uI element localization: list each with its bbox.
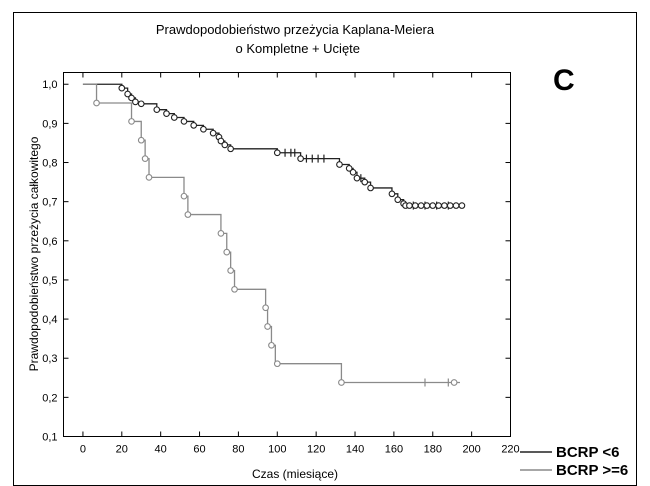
y-tick-label: 0,6 (42, 236, 57, 248)
x-tick-label: 100 (268, 444, 286, 456)
event-marker (417, 202, 425, 209)
event-marker (361, 178, 369, 186)
chart-title: Prawdopodobieństwo przeżycia Kaplana-Mei… (156, 22, 435, 37)
event-marker (93, 99, 100, 107)
event-marker (264, 323, 271, 330)
event-marker (450, 379, 458, 386)
event-marker (388, 190, 396, 198)
y-tick-label: 0,8 (42, 158, 57, 170)
event-marker (209, 129, 217, 137)
event-marker (217, 137, 225, 145)
event-marker (217, 230, 225, 237)
event-marker (231, 285, 238, 293)
event-marker (273, 360, 281, 368)
series-layer (82, 83, 466, 387)
event-marker (227, 267, 234, 274)
event-marker (349, 168, 357, 176)
series-2 (82, 83, 460, 387)
y-tick-label: 0,3 (42, 353, 57, 365)
event-marker (137, 136, 145, 144)
legend-censored-label: + Ucięte (312, 41, 360, 56)
legend-label: BCRP <6 (556, 444, 620, 461)
x-tick-label: 40 (155, 444, 167, 456)
event-marker (141, 155, 149, 162)
event-marker (273, 149, 281, 157)
x-tick-label: 160 (385, 444, 403, 456)
x-axis-ticks: 0 20 40 60 80 100 120 140 160 180 200 220 (80, 72, 520, 456)
x-tick-label: 120 (307, 444, 325, 456)
figure-border (13, 12, 637, 486)
legend-label: BCRP >=6 (556, 462, 628, 479)
event-marker (221, 141, 229, 149)
event-marker (423, 202, 431, 209)
event-marker (163, 110, 170, 117)
series-1 (82, 83, 466, 210)
event-marker (367, 184, 374, 192)
event-marker (180, 118, 188, 125)
event-marker (268, 341, 275, 349)
event-marker (223, 248, 231, 256)
event-marker (190, 121, 198, 129)
x-tick-label: 60 (193, 444, 205, 456)
event-marker (118, 84, 126, 92)
y-tick-label: 0,7 (42, 197, 57, 209)
plot-frame (63, 72, 511, 437)
event-marker (180, 192, 188, 200)
x-tick-label: 140 (346, 444, 364, 456)
x-tick-label: 220 (501, 444, 519, 456)
event-marker (297, 155, 304, 162)
event-marker (137, 100, 145, 108)
event-marker (184, 211, 192, 218)
x-tick-label: 80 (232, 444, 244, 456)
panel-letter: C (553, 64, 575, 97)
event-marker (336, 161, 343, 168)
event-marker (452, 202, 460, 209)
event-marker (429, 202, 437, 209)
y-tick-label: 0,2 (42, 392, 57, 404)
event-marker (200, 125, 207, 133)
event-marker (411, 202, 419, 209)
y-tick-label: 0,5 (42, 275, 57, 287)
x-tick-label: 200 (462, 444, 480, 456)
event-marker (441, 202, 448, 209)
event-marker (132, 98, 139, 106)
event-marker (128, 118, 135, 125)
event-marker (145, 174, 153, 181)
event-marker (406, 202, 413, 209)
event-marker (124, 90, 131, 98)
x-tick-label: 0 (80, 444, 86, 456)
event-marker (446, 202, 454, 209)
y-tick-label: 1,0 (42, 79, 57, 91)
event-marker (153, 106, 161, 114)
event-marker (353, 174, 361, 182)
y-tick-label: 0,4 (42, 314, 57, 326)
x-tick-label: 180 (424, 444, 442, 456)
y-axis-ticks: 0,1 0,2 0,3 0,4 0,5 0,6 0,7 0,8 0,9 1,0 (42, 79, 511, 444)
survival-curve (82, 83, 460, 384)
event-marker (170, 114, 178, 121)
y-tick-label: 0,1 (42, 432, 57, 444)
event-marker (435, 202, 442, 209)
legend-complete-label: o Kompletne (236, 41, 309, 56)
event-marker (345, 165, 353, 172)
y-axis-label: Prawdopodobieństwo przeżycia całkowitego (27, 136, 41, 371)
event-marker (394, 196, 402, 204)
event-marker (338, 379, 345, 386)
x-axis-label: Czas (miesiące) (252, 467, 338, 481)
y-tick-label: 0,9 (42, 118, 57, 130)
event-marker (227, 145, 234, 153)
event-marker (458, 202, 466, 209)
x-tick-label: 20 (116, 444, 128, 456)
event-marker (262, 304, 269, 312)
event-marker (128, 94, 135, 102)
